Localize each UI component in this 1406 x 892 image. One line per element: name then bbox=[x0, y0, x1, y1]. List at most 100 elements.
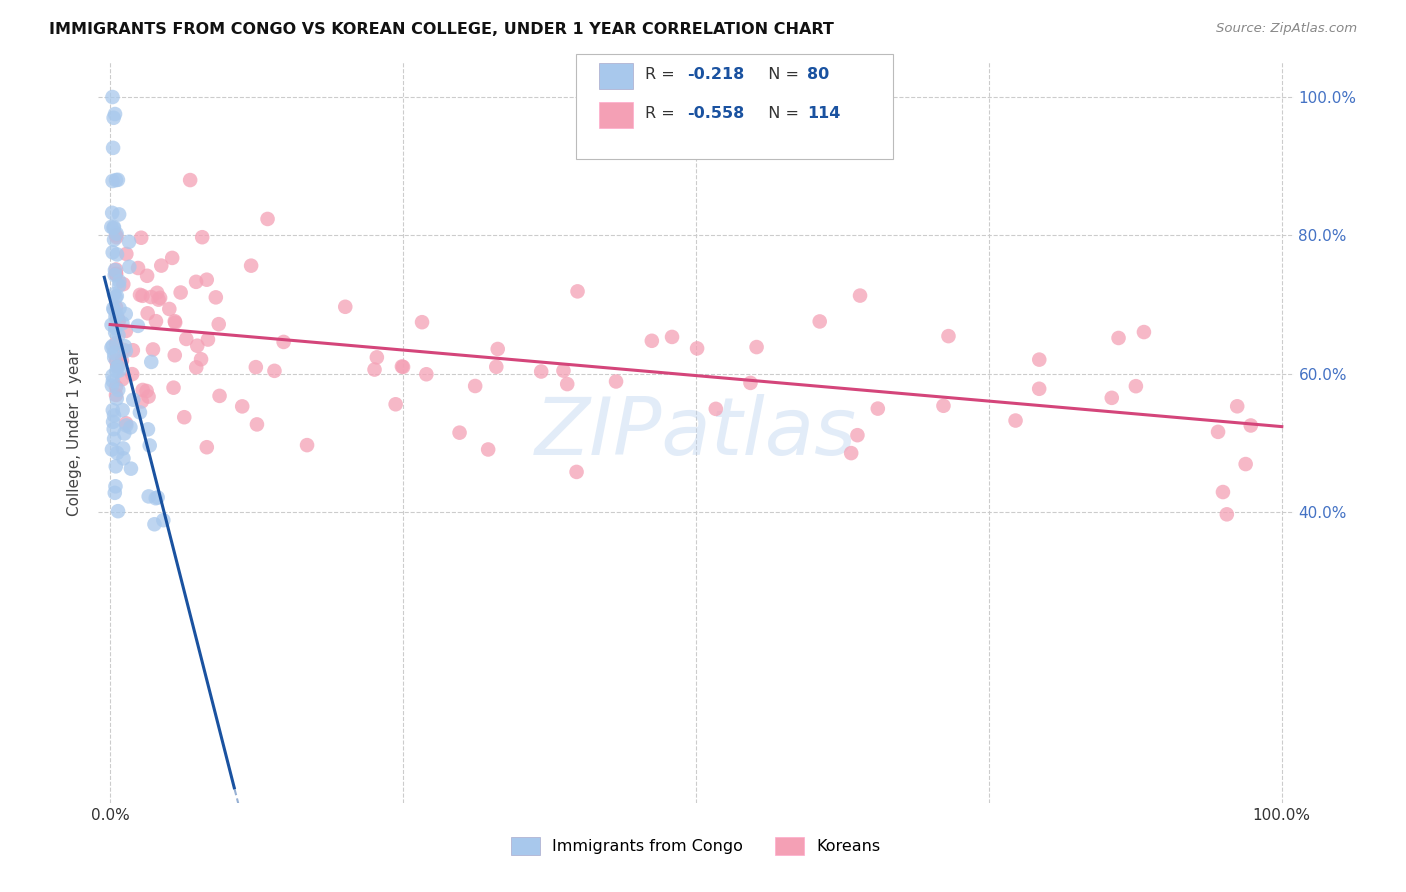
Point bbox=[231, 400, 253, 414]
Point bbox=[101, 368, 124, 383]
Point bbox=[112, 426, 135, 441]
Point bbox=[1028, 352, 1050, 367]
Point bbox=[391, 359, 413, 374]
Point bbox=[256, 211, 278, 226]
Point bbox=[131, 383, 153, 397]
Point bbox=[115, 418, 138, 433]
Point bbox=[129, 231, 152, 245]
Point bbox=[204, 290, 226, 304]
Point bbox=[567, 285, 589, 299]
Point bbox=[103, 409, 125, 423]
Point bbox=[101, 415, 124, 429]
Point bbox=[392, 359, 415, 374]
Text: -0.558: -0.558 bbox=[688, 106, 745, 120]
Point bbox=[101, 206, 124, 220]
Point bbox=[163, 314, 186, 328]
Point bbox=[104, 290, 127, 304]
Point bbox=[107, 383, 129, 397]
Point bbox=[129, 288, 152, 302]
Point bbox=[107, 328, 129, 343]
Point bbox=[105, 289, 128, 303]
Text: IMMIGRANTS FROM CONGO VS KOREAN COLLEGE, UNDER 1 YEAR CORRELATION CHART: IMMIGRANTS FROM CONGO VS KOREAN COLLEGE,… bbox=[49, 22, 834, 37]
Point bbox=[246, 417, 269, 432]
Point bbox=[104, 263, 127, 277]
Point bbox=[938, 329, 960, 343]
Point bbox=[149, 291, 172, 305]
Point bbox=[477, 442, 499, 457]
Point bbox=[138, 490, 160, 504]
Point bbox=[363, 362, 385, 376]
Point bbox=[1004, 413, 1026, 427]
Point bbox=[104, 268, 127, 282]
Point bbox=[101, 403, 124, 417]
Point bbox=[121, 367, 143, 381]
Legend: Immigrants from Congo, Koreans: Immigrants from Congo, Koreans bbox=[505, 830, 887, 862]
Point bbox=[105, 230, 128, 244]
Point bbox=[105, 388, 128, 402]
Point bbox=[163, 348, 186, 362]
Point bbox=[120, 461, 142, 475]
Point bbox=[143, 517, 166, 532]
Y-axis label: College, Under 1 year: College, Under 1 year bbox=[67, 349, 83, 516]
Point bbox=[112, 277, 135, 292]
Point bbox=[108, 278, 131, 293]
Point bbox=[553, 364, 575, 378]
Point bbox=[195, 273, 218, 287]
Point bbox=[105, 446, 128, 460]
Point bbox=[105, 228, 128, 243]
Point bbox=[131, 289, 153, 303]
Point bbox=[485, 359, 508, 374]
Text: 114: 114 bbox=[807, 106, 841, 120]
Point bbox=[111, 403, 134, 417]
Point bbox=[486, 342, 509, 356]
Point bbox=[103, 287, 125, 301]
Point bbox=[152, 513, 174, 527]
Point bbox=[145, 491, 167, 506]
Point bbox=[1108, 331, 1130, 345]
Point bbox=[103, 346, 125, 360]
Point bbox=[263, 364, 285, 378]
Point bbox=[179, 173, 201, 187]
Point bbox=[101, 90, 124, 104]
Point bbox=[148, 293, 170, 307]
Point bbox=[103, 111, 125, 125]
Point bbox=[366, 351, 388, 365]
Point bbox=[120, 420, 142, 434]
Point bbox=[146, 285, 169, 300]
Point bbox=[114, 339, 136, 353]
Point bbox=[104, 486, 127, 500]
Point bbox=[103, 302, 125, 317]
Point bbox=[184, 275, 207, 289]
Point bbox=[103, 220, 125, 235]
Point bbox=[101, 374, 124, 388]
Point bbox=[105, 267, 128, 281]
Point bbox=[104, 310, 127, 324]
Point bbox=[808, 314, 831, 328]
Point bbox=[115, 324, 138, 338]
Point bbox=[174, 332, 197, 346]
Point bbox=[173, 410, 195, 425]
Point bbox=[115, 343, 138, 358]
Point bbox=[111, 316, 134, 330]
Point bbox=[273, 334, 295, 349]
Point bbox=[150, 259, 173, 273]
Point bbox=[112, 343, 135, 357]
Point bbox=[141, 355, 163, 369]
Point bbox=[105, 364, 128, 378]
Point bbox=[107, 313, 129, 327]
Point bbox=[1206, 425, 1229, 439]
Point bbox=[745, 340, 768, 354]
Point bbox=[136, 422, 159, 436]
Point bbox=[101, 378, 124, 392]
Point bbox=[139, 290, 162, 304]
Point bbox=[932, 399, 955, 413]
Point bbox=[162, 381, 184, 395]
Point bbox=[115, 417, 138, 431]
Point bbox=[104, 107, 127, 121]
Point bbox=[195, 440, 218, 454]
Point bbox=[136, 306, 159, 320]
Point bbox=[105, 173, 128, 187]
Point bbox=[108, 207, 131, 221]
Text: R =: R = bbox=[645, 67, 681, 81]
Point bbox=[105, 353, 128, 368]
